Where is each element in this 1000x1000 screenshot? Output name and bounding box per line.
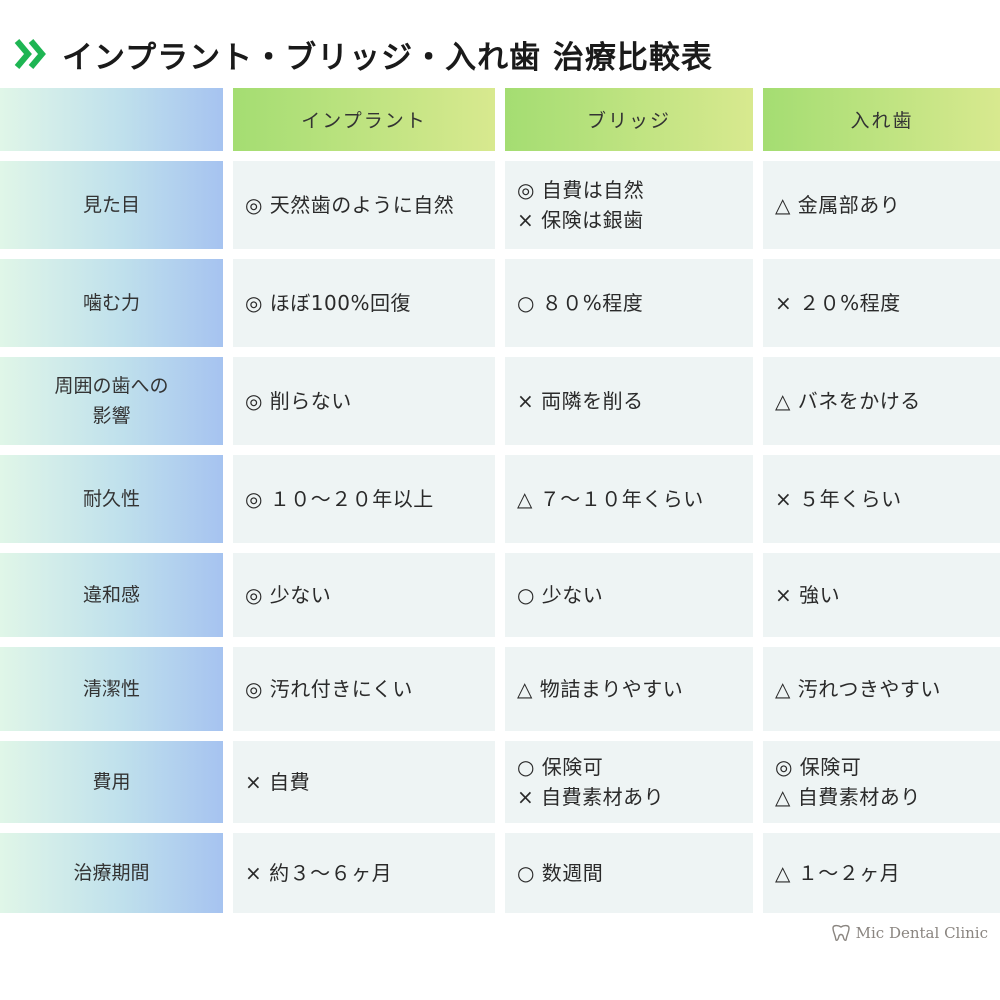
cell-text: × 両隣を削る	[517, 389, 644, 413]
header-corner	[0, 88, 223, 151]
clinic-name: Mic Dental Clinic	[855, 924, 988, 942]
table-cell-implant: × 約３～６ヶ月	[233, 833, 495, 913]
cell-text: ◎ 削らない	[245, 389, 352, 413]
table-cell-denture: × 強い	[763, 553, 1000, 637]
column-header-bridge: ブリッジ	[505, 88, 753, 151]
row-label-text: 見た目	[82, 194, 140, 216]
cell-text: ◎ 天然歯のように自然	[245, 193, 455, 217]
title-bar: インプラント・ブリッジ・入れ歯 治療比較表	[14, 28, 713, 80]
table-cell-implant: × 自費	[233, 741, 495, 823]
table-cell-denture: △ 汚れつきやすい	[763, 647, 1000, 731]
table-cell-denture: △ バネをかける	[763, 357, 1000, 445]
table-cell-denture: × ２０%程度	[763, 259, 1000, 347]
cell-text: ◎ １０～２０年以上	[245, 487, 434, 511]
page-title: インプラント・ブリッジ・入れ歯 治療比較表	[62, 39, 713, 76]
cell-text: × 約３～６ヶ月	[245, 861, 393, 885]
cell-text: × 自費素材あり	[517, 785, 665, 809]
table-cell-denture: △ 金属部あり	[763, 161, 1000, 249]
row-label-text: 費用	[92, 771, 131, 793]
row-label: 違和感	[0, 553, 223, 637]
row-label-text: 影響	[92, 405, 131, 427]
column-header-implant: インプラント	[233, 88, 495, 151]
table-cell-implant: ◎ １０～２０年以上	[233, 455, 495, 543]
table-cell-implant: ◎ ほぼ100%回復	[233, 259, 495, 347]
row-label: 耐久性	[0, 455, 223, 543]
cell-text: △ １～２ヶ月	[775, 861, 901, 885]
cell-text: △ ７～１０年くらい	[517, 487, 704, 511]
cell-text: × 強い	[775, 583, 841, 607]
cell-text: × 保険は銀歯	[517, 208, 644, 232]
row-label-text: 治療期間	[73, 862, 150, 884]
cell-text: △ 金属部あり	[775, 193, 901, 217]
row-label: 治療期間	[0, 833, 223, 913]
cell-text: ◎ 保険可	[775, 755, 862, 779]
table-cell-bridge: △ ７～１０年くらい	[505, 455, 753, 543]
row-label: 費用	[0, 741, 223, 823]
row-label: 周囲の歯への 影響	[0, 357, 223, 445]
cell-text: ○ 少ない	[517, 583, 604, 607]
cell-text: △ 自費素材あり	[775, 785, 921, 809]
cell-text: ○ 数週間	[517, 861, 604, 885]
table-cell-denture: × ５年くらい	[763, 455, 1000, 543]
comparison-table: インプラント ブリッジ 入れ歯見た目 ◎ 天然歯のように自然 ◎ 自費は自然 × 保険は銀…	[0, 88, 1000, 923]
row-label: 清潔性	[0, 647, 223, 731]
table-cell-bridge: ○ 保険可 × 自費素材あり	[505, 741, 753, 823]
table-cell-bridge: ◎ 自費は自然 × 保険は銀歯	[505, 161, 753, 249]
cell-text: △ 汚れつきやすい	[775, 677, 941, 701]
column-header-denture: 入れ歯	[763, 88, 1000, 151]
cell-text: ◎ ほぼ100%回復	[245, 291, 411, 315]
double-chevron-right-icon	[14, 39, 46, 69]
table-cell-bridge: × 両隣を削る	[505, 357, 753, 445]
table-cell-bridge: ○ ８０%程度	[505, 259, 753, 347]
table-cell-denture: ◎ 保険可 △ 自費素材あり	[763, 741, 1000, 823]
tooth-icon	[831, 924, 850, 942]
row-label-text: 周囲の歯への	[54, 375, 169, 397]
clinic-logo: Mic Dental Clinic	[830, 924, 988, 942]
table-cell-implant: ◎ 天然歯のように自然	[233, 161, 495, 249]
row-label: 噛む力	[0, 259, 223, 347]
cell-text: × ５年くらい	[775, 487, 902, 511]
cell-text: × ２０%程度	[775, 291, 901, 315]
table-cell-implant: ◎ 汚れ付きにくい	[233, 647, 495, 731]
table-cell-implant: ◎ 少ない	[233, 553, 495, 637]
cell-text: ◎ 自費は自然	[517, 178, 645, 202]
row-label-text: 清潔性	[82, 678, 140, 700]
cell-text: △ 物詰まりやすい	[517, 677, 684, 701]
row-label-text: 耐久性	[82, 488, 140, 510]
row-label-text: 違和感	[82, 584, 140, 606]
cell-text: △ バネをかける	[775, 389, 921, 413]
cell-text: ◎ 汚れ付きにくい	[245, 677, 413, 701]
cell-text: ○ ８０%程度	[517, 291, 644, 315]
row-label: 見た目	[0, 161, 223, 249]
cell-text: ○ 保険可	[517, 755, 604, 779]
cell-text: × 自費	[245, 770, 311, 794]
table-cell-bridge: △ 物詰まりやすい	[505, 647, 753, 731]
table-cell-denture: △ １～２ヶ月	[763, 833, 1000, 913]
table-cell-bridge: ○ 少ない	[505, 553, 753, 637]
table-cell-implant: ◎ 削らない	[233, 357, 495, 445]
table-cell-bridge: ○ 数週間	[505, 833, 753, 913]
row-label-text: 噛む力	[82, 292, 140, 314]
cell-text: ◎ 少ない	[245, 583, 332, 607]
